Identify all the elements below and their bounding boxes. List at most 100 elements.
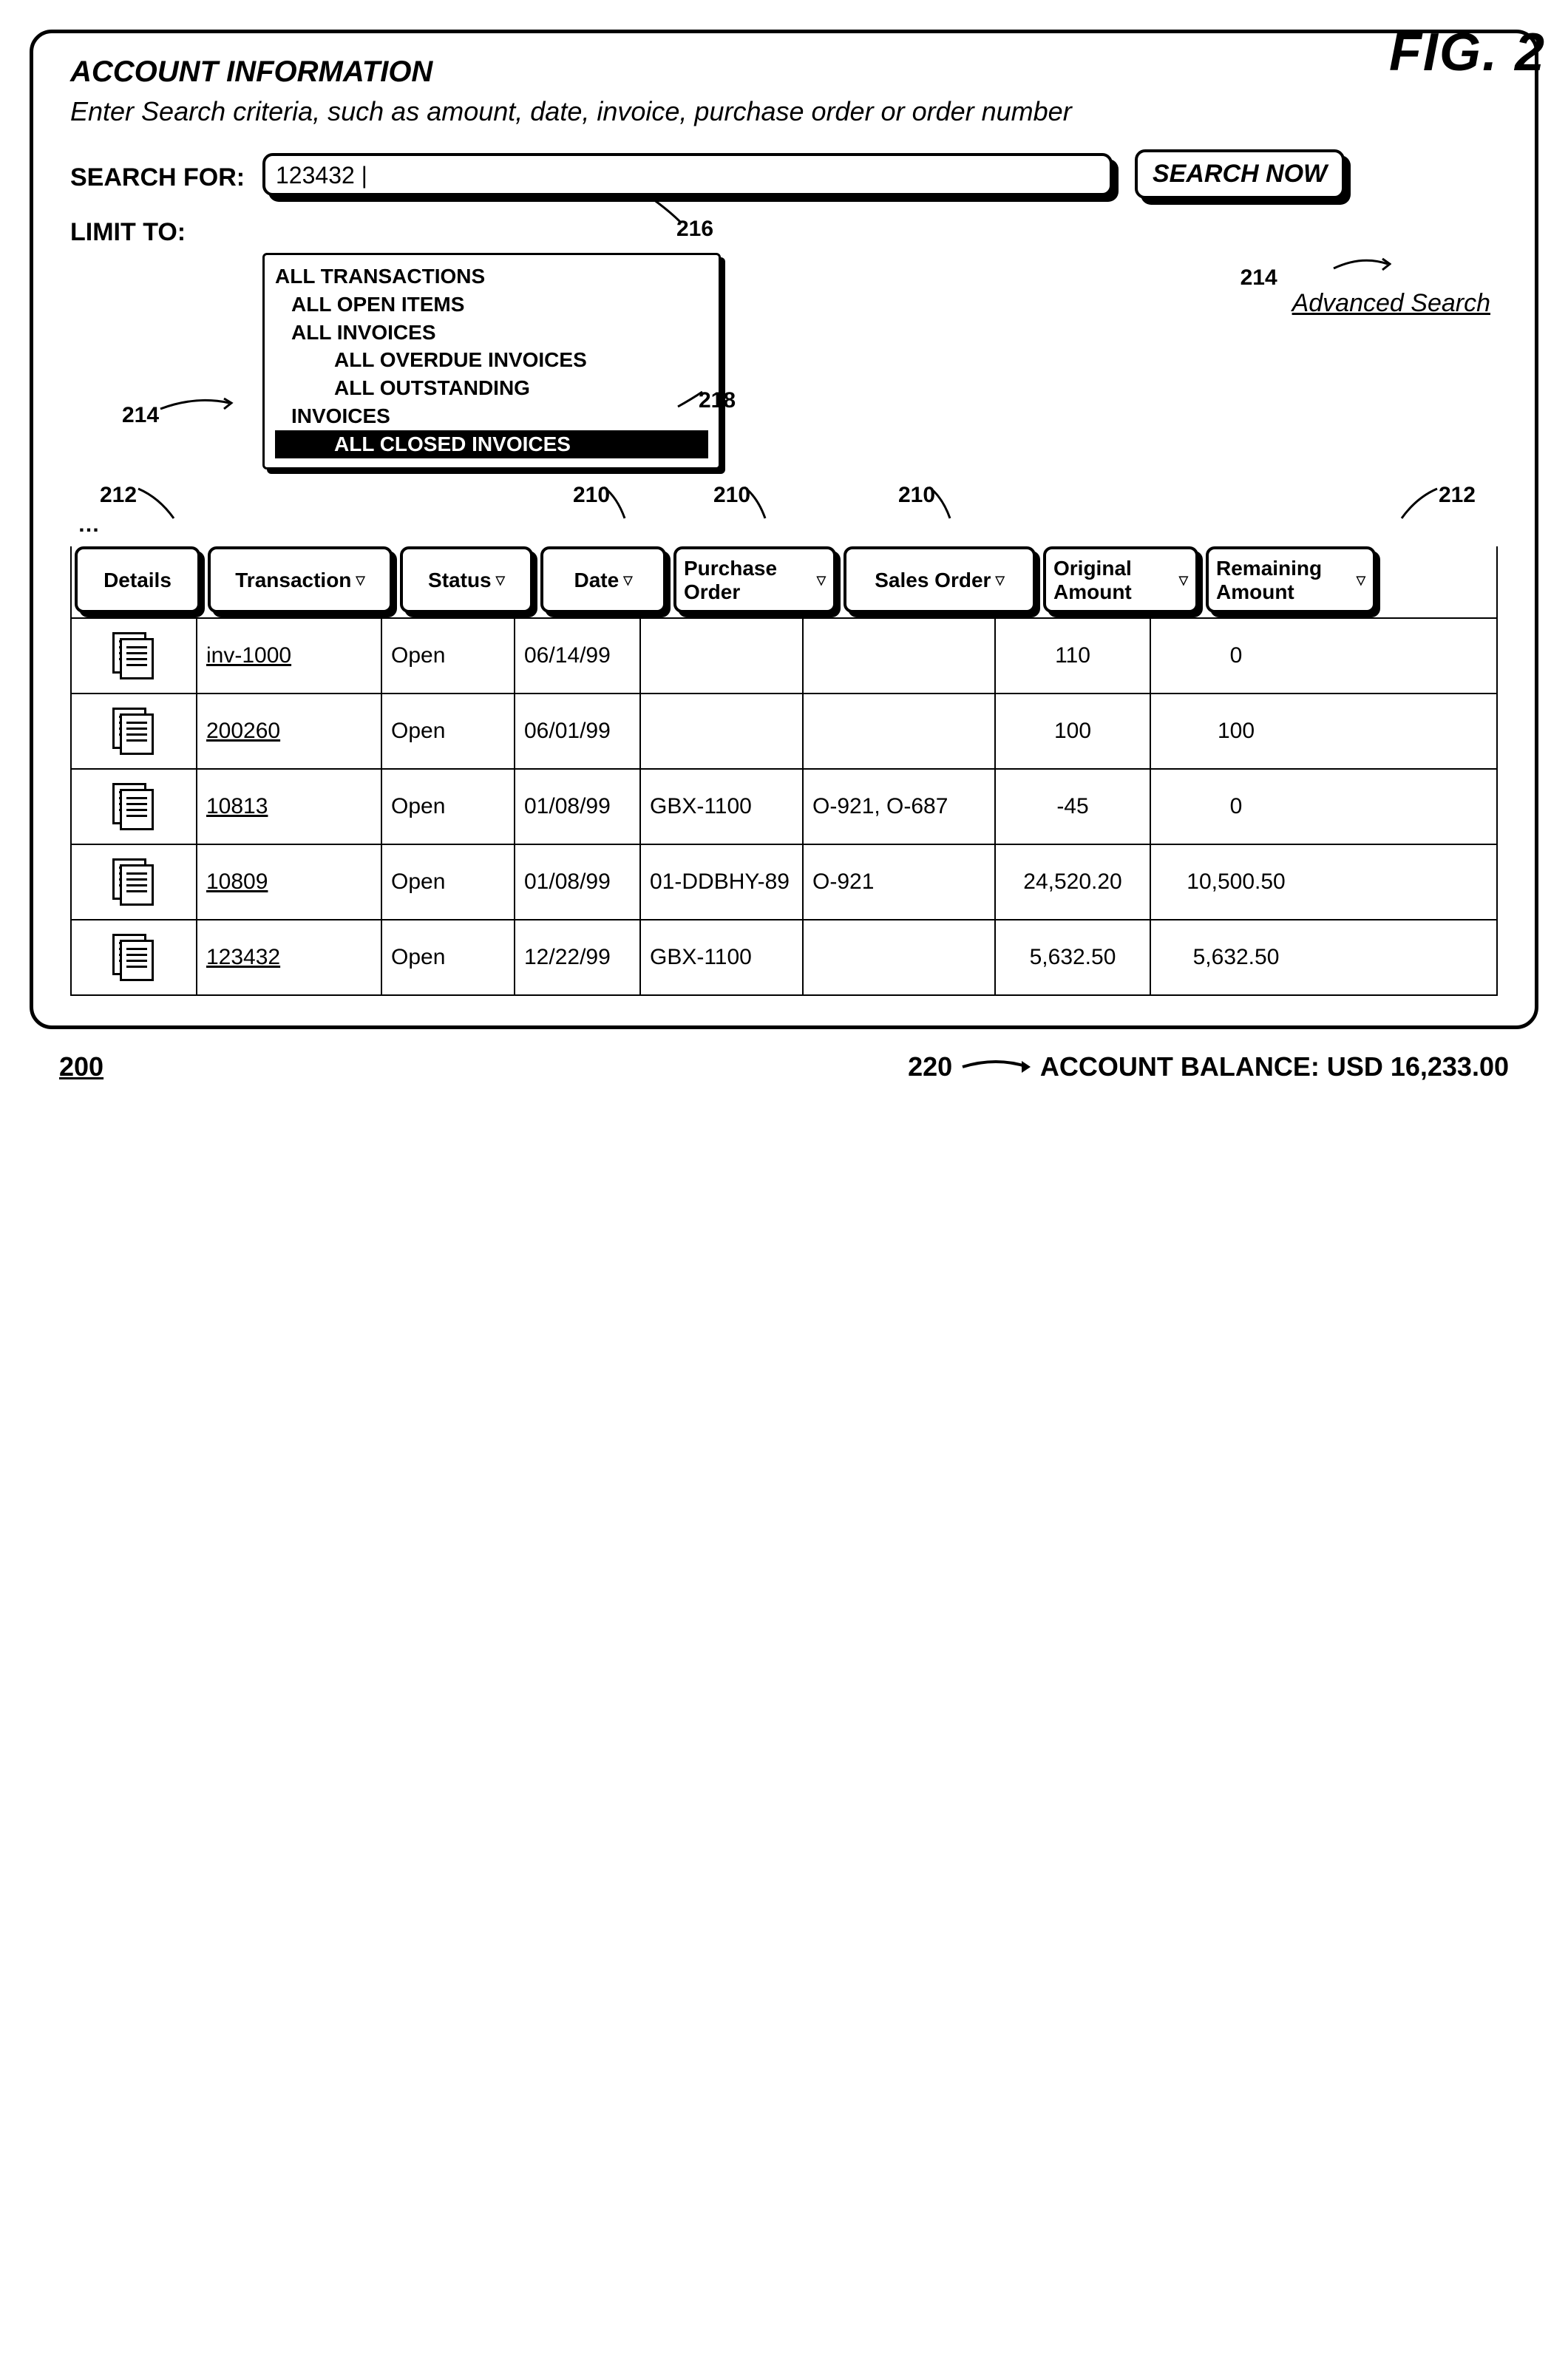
table-cell: O-921, O-687 — [804, 770, 996, 844]
account-balance-label: ACCOUNT BALANCE: USD 16,233.00 — [1040, 1051, 1509, 1082]
tree-item[interactable]: ALL OUTSTANDING — [275, 374, 708, 402]
table-row: 200260 Open06/01/99 100100 — [72, 693, 1496, 768]
column-header-label: Date — [574, 569, 619, 592]
table-cell — [804, 694, 996, 768]
callout-212-left: 212 — [100, 483, 137, 508]
table-cell: 5,632.50 — [1151, 920, 1321, 994]
details-cell — [72, 845, 197, 919]
sort-icon: ▽ — [356, 573, 364, 588]
table-ellipsis: … — [70, 512, 1498, 538]
column-header[interactable]: Date ▽ — [540, 546, 666, 613]
sort-icon: ▽ — [995, 573, 1004, 588]
transaction-link[interactable]: 200260 — [206, 719, 280, 744]
table-cell: 5,632.50 — [996, 920, 1151, 994]
callout-218: 218 — [699, 388, 736, 413]
callout-210-a: 210 — [573, 483, 610, 508]
tree-item[interactable]: ALL INVOICES — [275, 319, 708, 347]
table-cell: 100 — [996, 694, 1151, 768]
tree-item[interactable]: ALL CLOSED INVOICES — [275, 430, 708, 458]
table-cell: GBX-1100 — [641, 920, 804, 994]
sort-icon: ▽ — [1357, 573, 1365, 588]
table-cell: Open — [382, 770, 515, 844]
tree-item[interactable]: ALL OVERDUE INVOICES — [275, 346, 708, 374]
table-cell: 01-DDBHY-89 — [641, 845, 804, 919]
column-header-label: Purchase Order — [684, 557, 812, 604]
panel-subtitle: Enter Search criteria, such as amount, d… — [70, 96, 1498, 127]
tree-item[interactable]: ALL TRANSACTIONS — [275, 262, 708, 291]
column-header-label: Original Amount — [1053, 557, 1175, 604]
sort-icon: ▽ — [1179, 573, 1188, 588]
column-header-label: Details — [103, 569, 172, 592]
tree-item[interactable]: INVOICES — [275, 402, 708, 430]
account-panel: ACCOUNT INFORMATION Enter Search criteri… — [30, 30, 1538, 1029]
table-cell: Open — [382, 694, 515, 768]
table-cell: 06/14/99 — [515, 619, 641, 693]
table-cell: Open — [382, 845, 515, 919]
table-cell: Open — [382, 619, 515, 693]
details-icon[interactable] — [112, 783, 155, 830]
details-icon[interactable] — [112, 858, 155, 906]
details-cell — [72, 619, 197, 693]
column-header[interactable]: Transaction ▽ — [208, 546, 393, 613]
search-for-label: SEARCH FOR: — [70, 156, 262, 192]
table-cell: 0 — [1151, 619, 1321, 693]
transaction-link[interactable]: inv-1000 — [206, 643, 291, 668]
transaction-link[interactable]: 123432 — [206, 945, 280, 970]
table-cell: 12/22/99 — [515, 920, 641, 994]
figure-number: 200 — [59, 1051, 103, 1082]
table-cell — [641, 619, 804, 693]
table-cell: 10,500.50 — [1151, 845, 1321, 919]
callout-216: 216 — [676, 217, 713, 242]
column-header-label: Transaction — [235, 569, 351, 592]
table-cell[interactable]: inv-1000 — [197, 619, 382, 693]
details-icon[interactable] — [112, 632, 155, 679]
callout-214-left: 214 — [122, 403, 159, 428]
details-cell — [72, 920, 197, 994]
limit-to-tree[interactable]: ALL TRANSACTIONSALL OPEN ITEMSALL INVOIC… — [262, 253, 721, 469]
callout-212-right: 212 — [1439, 483, 1476, 508]
table-cell: Open — [382, 920, 515, 994]
table-cell: GBX-1100 — [641, 770, 804, 844]
tree-item[interactable]: ALL OPEN ITEMS — [275, 291, 708, 319]
table-cell — [641, 694, 804, 768]
sort-icon: ▽ — [817, 573, 826, 588]
column-header-label: Status — [428, 569, 492, 592]
transaction-link[interactable]: 10813 — [206, 794, 268, 819]
column-header[interactable]: Original Amount ▽ — [1043, 546, 1198, 613]
sort-icon: ▽ — [623, 573, 632, 588]
column-header[interactable]: Sales Order ▽ — [844, 546, 1036, 613]
transaction-link[interactable]: 10809 — [206, 869, 268, 895]
table-cell: -45 — [996, 770, 1151, 844]
table-row: 10809 Open01/08/9901-DDBHY-89O-92124,520.… — [72, 844, 1496, 919]
table-row: 123432 Open12/22/99GBX-1100 5,632.505,632.… — [72, 919, 1496, 994]
table-row: 10813 Open01/08/99GBX-1100O-921, O-687-45… — [72, 768, 1496, 844]
column-header[interactable]: Purchase Order ▽ — [673, 546, 836, 613]
details-icon[interactable] — [112, 708, 155, 755]
table-cell: 01/08/99 — [515, 845, 641, 919]
callout-210-b: 210 — [713, 483, 750, 508]
details-cell — [72, 694, 197, 768]
callout-214-right: 214 — [1241, 265, 1277, 290]
table-cell[interactable]: 123432 — [197, 920, 382, 994]
table-cell: O-921 — [804, 845, 996, 919]
panel-title: ACCOUNT INFORMATION — [70, 55, 1498, 89]
search-input[interactable]: 123432 | — [262, 153, 1113, 196]
table-cell — [804, 619, 996, 693]
search-now-button[interactable]: SEARCH NOW — [1135, 149, 1345, 199]
table-cell: 0 — [1151, 770, 1321, 844]
table-row: inv-1000Open06/14/991100 — [72, 617, 1496, 693]
column-header[interactable]: Details — [75, 546, 200, 613]
table-cell: 100 — [1151, 694, 1321, 768]
callout-210-c: 210 — [898, 483, 935, 508]
table-cell[interactable]: 200260 — [197, 694, 382, 768]
column-header[interactable]: Status▽ — [400, 546, 533, 613]
table-cell[interactable]: 10809 — [197, 845, 382, 919]
table-cell[interactable]: 10813 — [197, 770, 382, 844]
advanced-search-link[interactable]: Advanced Search — [1292, 289, 1490, 318]
column-header[interactable]: Remaining Amount▽ — [1206, 546, 1376, 613]
table-cell: 24,520.20 — [996, 845, 1151, 919]
table-cell: 06/01/99 — [515, 694, 641, 768]
column-header-label: Sales Order — [875, 569, 991, 592]
table-cell: 01/08/99 — [515, 770, 641, 844]
details-icon[interactable] — [112, 934, 155, 981]
